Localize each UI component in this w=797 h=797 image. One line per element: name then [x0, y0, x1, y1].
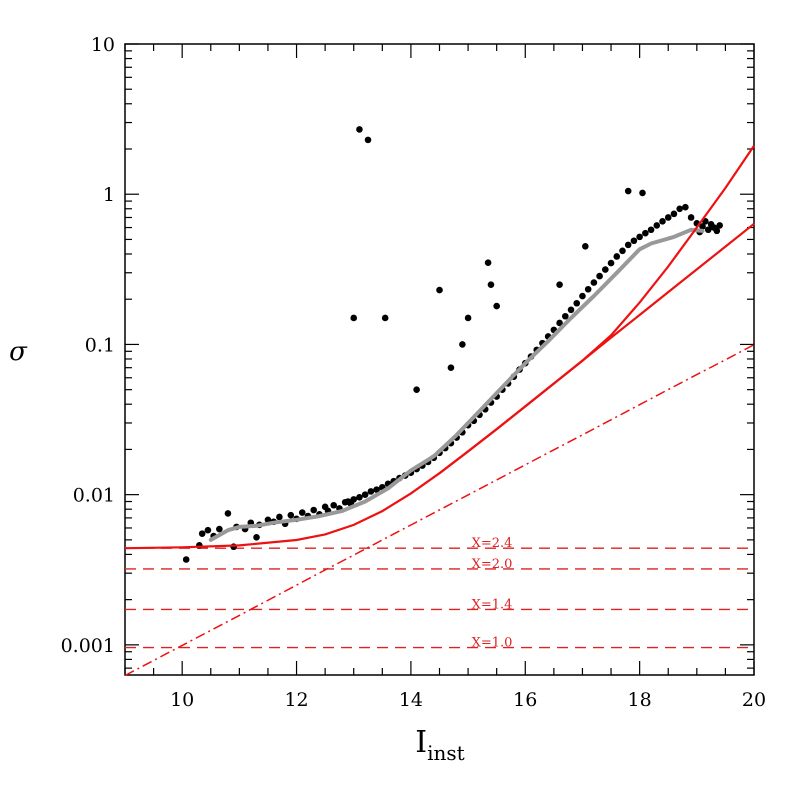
- y-tick-label: 0.001: [61, 635, 115, 657]
- data-point: [687, 214, 695, 221]
- data-point: [579, 292, 586, 300]
- data-point: [653, 222, 661, 229]
- data-point: [704, 226, 712, 234]
- photon-noise-curve: [124, 344, 755, 677]
- data-point: [664, 214, 672, 221]
- data-point: [487, 281, 495, 288]
- plot-frame: [124, 43, 755, 676]
- model-curve-steep: [438, 145, 755, 475]
- x-tick-labels: 10 12 14 16 18 20: [170, 689, 766, 711]
- data-point: [367, 488, 375, 495]
- data-point: [493, 302, 500, 310]
- y-tick-label: 0.1: [85, 334, 115, 356]
- x-tick-label: 14: [399, 689, 423, 711]
- x-tick-label: 20: [742, 689, 766, 711]
- data-point: [344, 498, 352, 505]
- x-axis-title-main: I: [415, 725, 427, 760]
- data-point: [602, 266, 609, 273]
- data-point: [356, 126, 363, 133]
- data-point: [659, 218, 666, 225]
- data-point: [373, 486, 380, 493]
- y-tick-label: 1: [103, 184, 115, 206]
- data-point: [310, 506, 318, 514]
- data-point: [198, 530, 206, 537]
- model-curve: [124, 222, 755, 550]
- axis-ticks: [124, 43, 755, 675]
- data-point: [182, 556, 190, 563]
- y-tick-label: 10: [91, 34, 115, 56]
- reference-label: X=2.4: [472, 536, 513, 551]
- data-point: [613, 253, 621, 260]
- data-point: [413, 386, 420, 393]
- data-point: [556, 319, 563, 327]
- x-axis-title: Iinst: [415, 725, 464, 765]
- data-point: [607, 259, 615, 267]
- data-point: [484, 259, 492, 267]
- reference-label: X=1.0: [472, 636, 513, 651]
- data-point: [639, 189, 646, 197]
- x-tick-label: 18: [628, 689, 652, 711]
- data-points: [182, 126, 723, 563]
- data-point: [619, 247, 626, 255]
- reference-label: X=1.4: [472, 597, 513, 612]
- data-point: [253, 534, 260, 541]
- data-point: [556, 281, 563, 288]
- data-point: [364, 136, 372, 144]
- data-point: [670, 210, 678, 218]
- data-point: [436, 286, 443, 294]
- data-point: [582, 243, 589, 250]
- data-point: [716, 222, 723, 229]
- median-curve: [208, 227, 705, 542]
- reference-lines: X=2.4 X=2.0 X=1.4 X=1.0: [125, 536, 754, 651]
- data-point: [459, 341, 466, 348]
- data-point: [713, 227, 721, 235]
- data-point: [630, 237, 638, 245]
- data-point: [642, 229, 649, 237]
- data-point: [361, 491, 369, 498]
- data-point: [350, 496, 358, 503]
- data-point: [216, 525, 223, 533]
- data-point: [224, 510, 232, 517]
- data-point: [276, 513, 283, 521]
- curves: [124, 145, 755, 677]
- data-point: [562, 312, 569, 320]
- data-point: [584, 285, 592, 293]
- data-point: [596, 272, 603, 280]
- data-point: [287, 511, 295, 519]
- data-point: [381, 314, 389, 322]
- data-point: [647, 226, 655, 234]
- y-axis-title: σ: [9, 337, 28, 367]
- data-point: [567, 306, 575, 314]
- y-tick-labels: 0.001 0.01 0.1 1 10: [61, 34, 115, 657]
- data-point: [699, 223, 706, 230]
- x-tick-label: 16: [513, 689, 537, 711]
- x-tick-label: 12: [284, 689, 308, 711]
- data-point: [204, 526, 212, 534]
- data-point: [447, 364, 455, 371]
- data-point: [590, 279, 598, 286]
- data-point: [573, 299, 581, 307]
- data-point: [464, 314, 472, 322]
- reference-label: X=2.0: [472, 557, 513, 572]
- x-axis-title-sub: inst: [427, 741, 465, 765]
- data-point: [356, 494, 363, 501]
- data-point: [682, 203, 689, 211]
- y-tick-label: 0.01: [73, 485, 115, 507]
- data-point: [350, 314, 358, 322]
- x-tick-label: 10: [170, 689, 194, 711]
- data-point: [624, 187, 632, 195]
- data-point: [298, 509, 306, 516]
- data-point: [636, 233, 643, 241]
- data-point: [676, 205, 683, 213]
- data-point: [624, 241, 632, 249]
- data-point: [330, 501, 338, 509]
